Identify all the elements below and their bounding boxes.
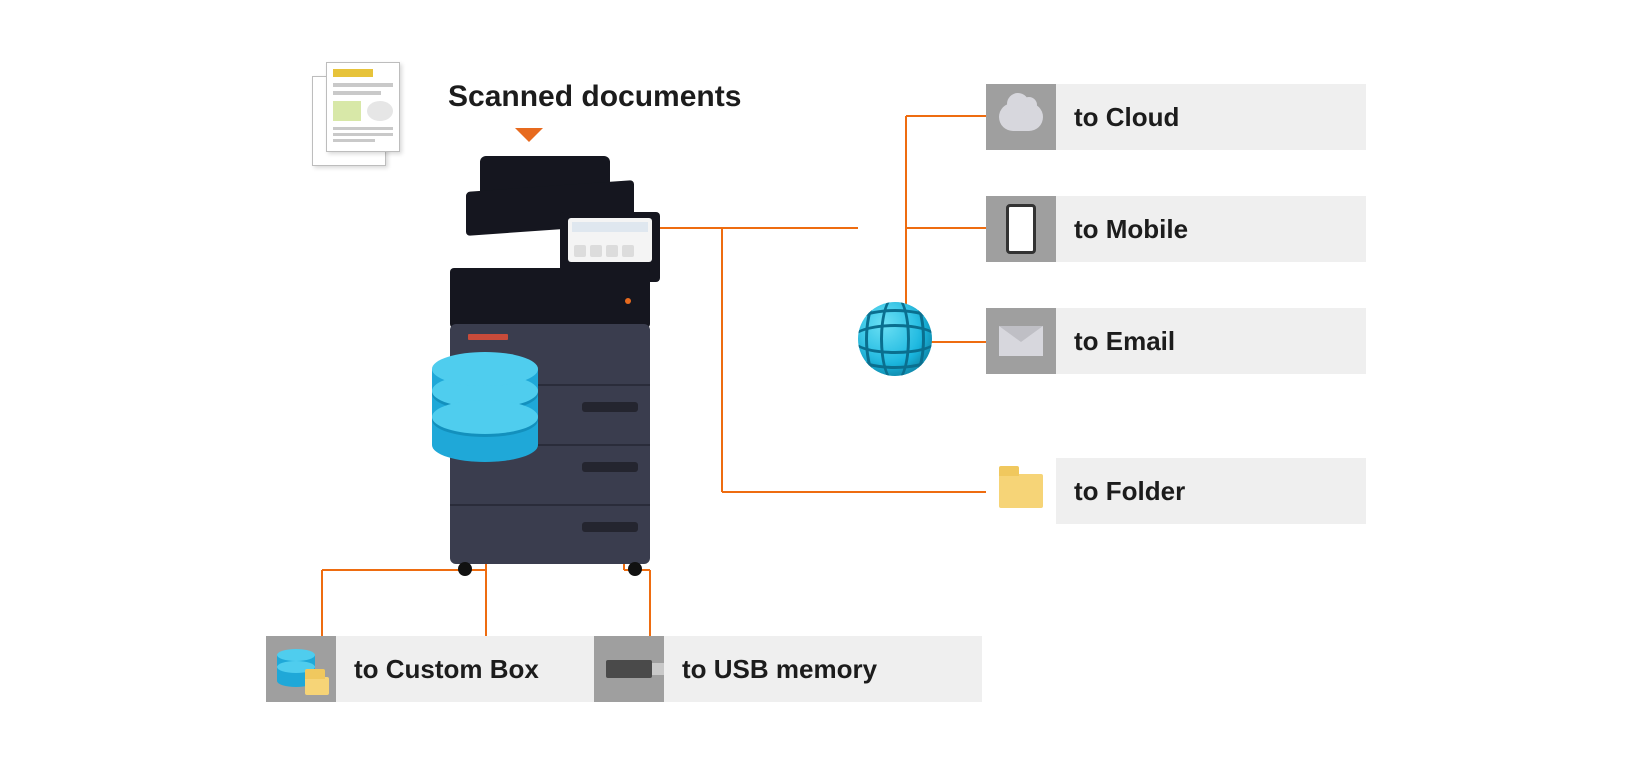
email-icon [999,326,1043,356]
folder-icon [999,474,1043,508]
usb-icon [606,660,652,678]
documents-stack-icon [312,62,412,172]
dest-usb-label: to USB memory [664,636,982,702]
page-title: Scanned documents [448,80,741,114]
dest-custombox: to Custom Box [266,636,602,702]
dest-email-iconbox [986,308,1056,374]
database-icon [432,352,538,462]
dest-cloud-iconbox [986,84,1056,150]
globe-icon [858,302,932,376]
dest-folder: to Folder [986,458,1366,524]
cloud-icon [999,103,1043,131]
dest-email-label: to Email [1056,308,1366,374]
arrow-down-icon [515,128,543,142]
dest-usb-iconbox [594,636,664,702]
dest-cloud-label: to Cloud [1056,84,1366,150]
dest-custombox-label: to Custom Box [336,636,602,702]
dest-folder-label: to Folder [1056,458,1366,524]
dest-folder-iconbox [986,458,1056,524]
dest-mobile-iconbox [986,196,1056,262]
dest-mobile-label: to Mobile [1056,196,1366,262]
custom-box-icon [277,645,325,693]
dest-email: to Email [986,308,1366,374]
dest-custombox-iconbox [266,636,336,702]
dest-cloud: to Cloud [986,84,1366,150]
mobile-icon [1006,204,1036,254]
dest-mobile: to Mobile [986,196,1366,262]
dest-usb: to USB memory [594,636,982,702]
